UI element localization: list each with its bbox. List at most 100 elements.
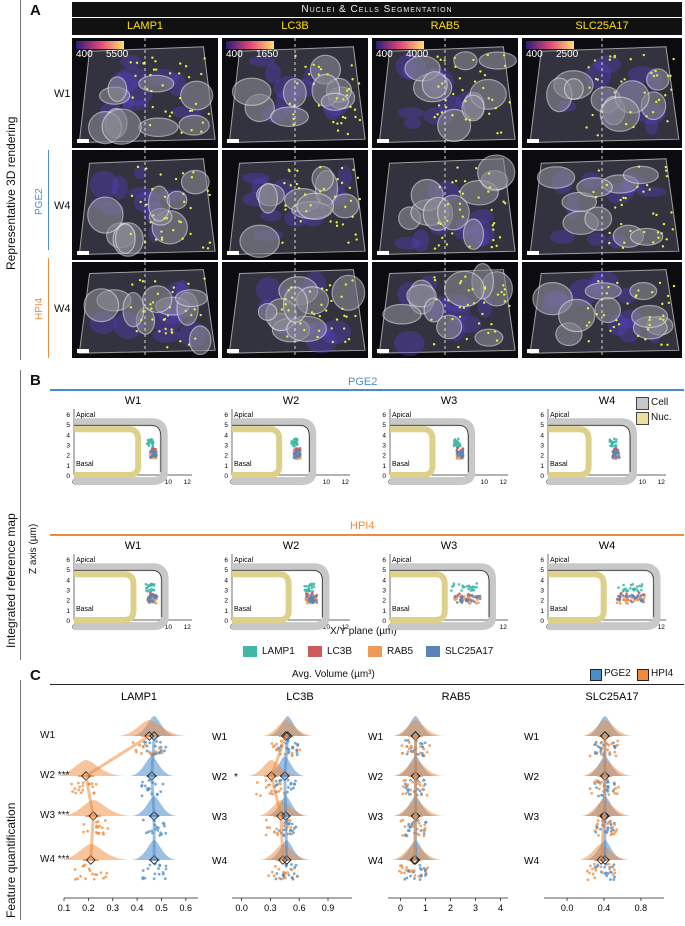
- week-title: W2: [283, 395, 300, 407]
- panel-b-letter: B: [30, 372, 41, 389]
- hpi4-point: [79, 791, 83, 795]
- marker-point: [146, 438, 150, 442]
- scale-bar: [527, 139, 539, 143]
- hpi4-point: [96, 832, 100, 835]
- week-label: W1: [212, 732, 227, 743]
- puncta-dot: [436, 113, 439, 116]
- apical-label: Apical: [76, 557, 96, 564]
- puncta-dot: [664, 165, 668, 169]
- nucleus-stain: [265, 63, 282, 84]
- basal-label: Basal: [76, 606, 94, 613]
- puncta-dot: [357, 82, 361, 85]
- puncta-dot: [661, 245, 665, 248]
- puncta-dot: [464, 275, 467, 278]
- puncta-dot: [503, 64, 507, 68]
- puncta-dot: [461, 215, 465, 218]
- puncta-dot: [168, 72, 172, 75]
- pge2-point: [295, 753, 299, 757]
- hpi4-point: [101, 831, 105, 834]
- marker-point: [460, 451, 464, 454]
- puncta-dot: [458, 77, 462, 80]
- legend-rab5-label: RAB5: [387, 646, 414, 657]
- puncta-dot: [207, 112, 211, 116]
- basal-label: Basal: [234, 606, 252, 613]
- puncta-dot: [317, 73, 321, 76]
- puncta-dot: [349, 105, 352, 109]
- hpi4-point: [138, 743, 142, 747]
- puncta-dot: [151, 318, 154, 321]
- chart-title: LAMP1: [121, 691, 157, 703]
- marker-point: [455, 601, 459, 604]
- puncta-dot: [299, 322, 302, 325]
- puncta-dot: [349, 199, 353, 203]
- pge2-point: [609, 823, 613, 827]
- puncta-dot: [312, 63, 315, 66]
- apical-label: Apical: [392, 412, 412, 419]
- hpi4-point: [585, 869, 589, 873]
- puncta-dot: [150, 89, 153, 93]
- puncta-dot: [336, 122, 339, 125]
- x-tick-label: 12: [500, 479, 508, 486]
- puncta-dot: [170, 328, 173, 331]
- marker-point: [625, 592, 628, 596]
- puncta-dot: [168, 306, 172, 309]
- pge2-point: [275, 872, 279, 875]
- x-tick-label: 3: [473, 903, 478, 913]
- z-tick-label: 4: [66, 432, 70, 439]
- puncta-dot: [629, 110, 632, 114]
- marker-point: [465, 597, 469, 601]
- colormap-min: 400: [526, 49, 543, 60]
- x-tick-label: 0.6: [180, 903, 193, 913]
- hpi4-point: [614, 754, 618, 758]
- puncta-dot: [609, 55, 612, 58]
- scale-bar: [377, 139, 389, 143]
- x-tick-label: 12: [342, 479, 350, 486]
- render-tile: [522, 150, 682, 260]
- z-tick-label: 6: [66, 557, 70, 564]
- marker-point: [470, 599, 473, 603]
- basal-label: Basal: [392, 461, 410, 468]
- z-tick-label: 4: [382, 432, 386, 439]
- hpi4-point: [593, 780, 597, 784]
- hpi4-point: [425, 793, 429, 797]
- hpi4-point: [425, 750, 429, 754]
- puncta-dot: [180, 131, 183, 134]
- x-tick-label: 0.6: [293, 903, 306, 913]
- puncta-dot: [645, 115, 648, 118]
- hpi4-point: [613, 791, 617, 795]
- puncta-dot: [490, 245, 494, 249]
- puncta-dot: [443, 59, 446, 62]
- week-label: W4 ***: [40, 854, 70, 865]
- puncta-dot: [454, 65, 457, 68]
- legend-lamp1-label: LAMP1: [262, 646, 295, 657]
- puncta-dot: [458, 202, 462, 205]
- puncta-dot: [642, 53, 646, 57]
- hpi4-point: [70, 782, 74, 786]
- puncta-dot: [290, 296, 294, 299]
- hpi4-point: [270, 870, 274, 874]
- puncta-dot: [444, 106, 448, 109]
- scale-bar: [77, 251, 89, 255]
- puncta-dot: [325, 288, 328, 292]
- render-svg: [376, 38, 517, 148]
- legend-lamp1-swatch: [243, 646, 257, 657]
- puncta-dot: [296, 82, 299, 85]
- nucleus-stain: [412, 229, 430, 253]
- puncta-dot: [483, 287, 487, 290]
- pge2-point: [274, 877, 278, 881]
- puncta-dot: [322, 187, 326, 191]
- puncta-dot: [324, 309, 328, 312]
- hpi4-point: [77, 788, 81, 792]
- puncta-dot: [635, 294, 638, 297]
- hpi4-point: [611, 826, 615, 829]
- week-label: W1: [524, 732, 539, 743]
- puncta-dot: [494, 106, 498, 110]
- puncta-dot: [433, 278, 437, 282]
- marker-point: [615, 601, 619, 605]
- week-title: W3: [441, 540, 458, 552]
- hpi4-point: [275, 827, 279, 831]
- hpi4-point: [140, 752, 143, 755]
- x-tick-label: 10: [639, 479, 647, 486]
- marker-point: [310, 586, 314, 590]
